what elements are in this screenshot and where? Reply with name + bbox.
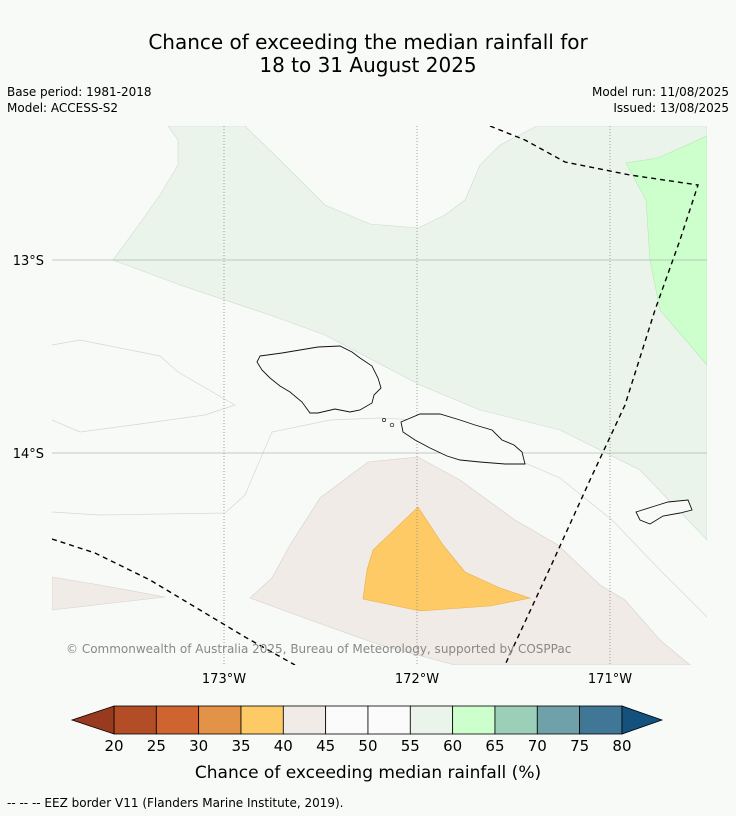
map-title-line1: Chance of exceeding the median rainfall … — [148, 30, 588, 54]
manono-islet — [382, 418, 386, 422]
lon-label-172w: 172°W — [395, 672, 439, 687]
region-35-40 — [362, 506, 532, 612]
upolu-island — [400, 413, 526, 465]
copyright-text: © Commonwealth of Australia 2025, Bureau… — [66, 642, 571, 656]
lat-label-13s: 13°S — [13, 254, 44, 269]
colorbar-segment — [282, 705, 327, 735]
colorbar-tick-label: 60 — [443, 737, 462, 755]
forecast-map: © Commonwealth of Australia 2025, Bureau… — [13, 126, 707, 783]
colorbar-segment — [452, 705, 496, 735]
contour-line-south — [52, 417, 707, 618]
colorbar-tick-label: 35 — [231, 737, 250, 755]
colorbar: 20 25 30 35 40 45 50 55 60 65 70 75 80 — [70, 705, 664, 755]
map-title-line2: 18 to 31 August 2025 — [259, 53, 477, 77]
colorbar-tick-label: 65 — [485, 737, 504, 755]
colorbar-tick-label: 50 — [358, 737, 377, 755]
eez-footnote: -- -- -- EEZ border V11 (Flanders Marine… — [7, 796, 344, 810]
colorbar-segment — [198, 705, 242, 735]
colorbar-tick-label: 40 — [274, 737, 293, 755]
colorbar-segment — [155, 705, 200, 735]
lat-label-14s: 14°S — [13, 447, 44, 462]
colorbar-segment — [367, 705, 411, 735]
colorbar-tick-label: 75 — [570, 737, 589, 755]
contour-line-west — [52, 339, 236, 433]
map-plot-area — [52, 126, 707, 665]
colorbar-tick-label: 25 — [147, 737, 166, 755]
region-40-45-south — [249, 456, 691, 665]
colorbar-segment — [579, 705, 623, 735]
colorbar-tick-label: 55 — [401, 737, 420, 755]
colorbar-segment — [240, 705, 284, 735]
colorbar-segment — [325, 705, 369, 735]
region-40-45-west — [52, 576, 166, 611]
colorbar-segment — [536, 705, 581, 735]
apolima-islet — [389, 422, 395, 428]
lon-label-173w: 173°W — [202, 672, 246, 687]
lon-label-171w: 171°W — [588, 672, 632, 687]
base-period-label: Base period: 1981-2018 — [7, 85, 152, 99]
colorbar-tick-label: 45 — [316, 737, 335, 755]
colorbar-label: Chance of exceeding median rainfall (%) — [195, 763, 541, 783]
colorbar-tick-label: 80 — [612, 737, 631, 755]
colorbar-tick-label: 30 — [189, 737, 208, 755]
colorbar-tick-label: 20 — [104, 737, 123, 755]
colorbar-tick-label: 70 — [528, 737, 547, 755]
colorbar-segment — [409, 705, 454, 735]
region-60-65 — [625, 135, 707, 366]
model-label: Model: ACCESS-S2 — [7, 101, 119, 115]
model-run-label: Model run: 11/08/2025 — [591, 85, 729, 99]
savaii-island — [256, 345, 382, 414]
tutuila-island — [635, 499, 693, 525]
issued-label: Issued: 13/08/2025 — [613, 101, 729, 115]
colorbar-under-arrow — [70, 705, 115, 735]
colorbar-over-arrow — [621, 705, 664, 735]
eez-border-southwest — [52, 538, 296, 665]
colorbar-segment — [494, 705, 538, 735]
colorbar-segment — [113, 705, 157, 735]
